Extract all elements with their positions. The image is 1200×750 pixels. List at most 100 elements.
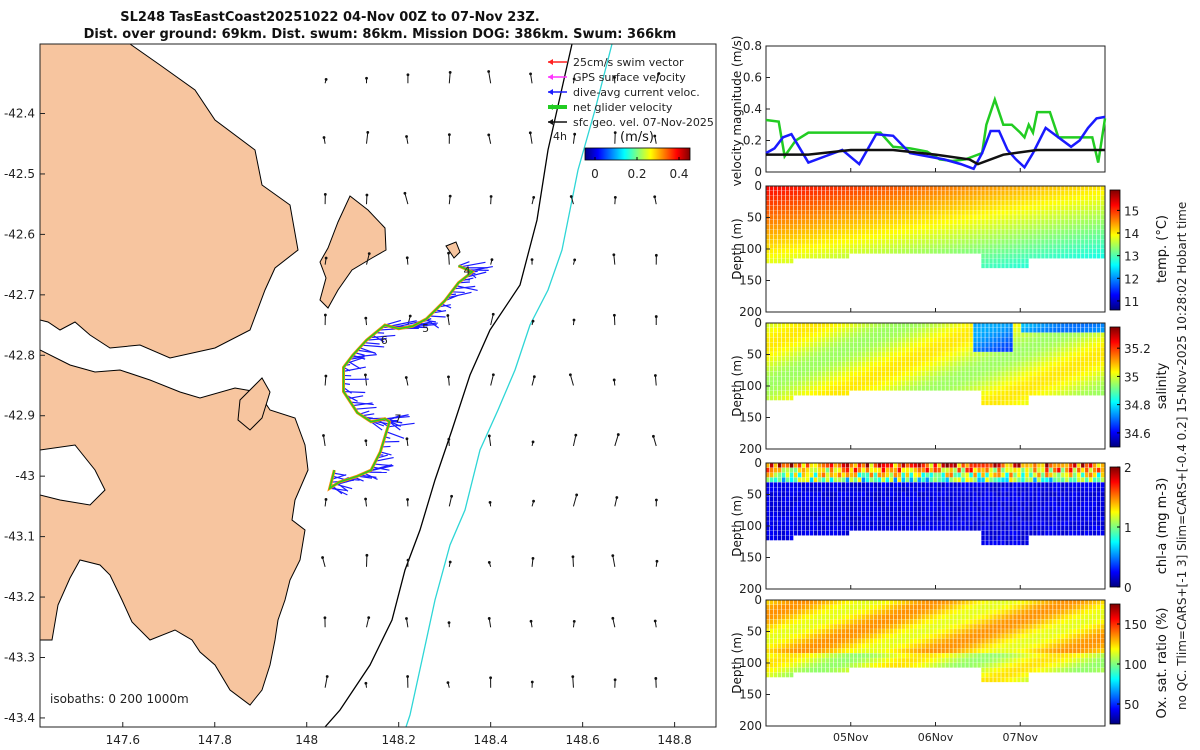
sfc-arrow-head xyxy=(487,70,491,73)
temperature-cell xyxy=(941,219,945,225)
chlorophyll-cell xyxy=(901,482,905,487)
temperature-cell xyxy=(769,195,774,201)
oxygen-cell xyxy=(921,633,925,639)
temperature-cell xyxy=(917,210,921,215)
colorbar-units: (m/s) xyxy=(620,130,654,145)
oxygen-cell xyxy=(893,648,898,654)
oxygen-cell xyxy=(773,609,778,615)
oxygen-cell xyxy=(893,633,898,639)
chlorophyll-cell xyxy=(977,501,981,507)
temperature-cell xyxy=(1069,195,1073,201)
temperature-cell xyxy=(901,239,905,244)
salinity-cell xyxy=(973,327,977,333)
salinity-cell xyxy=(793,390,798,396)
salinity-cell xyxy=(829,361,834,367)
sfc-arrow-head xyxy=(653,374,657,377)
salinity-cell xyxy=(1069,352,1073,357)
temperature-cell xyxy=(1045,215,1049,220)
chlorophyll-cell xyxy=(1033,530,1037,536)
temperature-cell xyxy=(825,205,830,210)
temperature-cell xyxy=(865,215,870,220)
salinity-cell xyxy=(997,371,1001,377)
oxygen-cell xyxy=(901,658,905,663)
salinity-cell xyxy=(925,366,929,372)
salinity-cell xyxy=(797,356,802,362)
temperature-cell xyxy=(1037,195,1041,201)
chlorophyll-cell xyxy=(961,492,965,497)
salinity-cell xyxy=(1013,395,1017,401)
temperature-cell xyxy=(897,234,902,240)
oxygen-cell xyxy=(929,653,933,658)
temperature-cell xyxy=(993,244,997,249)
chlorophyll-cell xyxy=(801,467,806,473)
chlorophyll-cell xyxy=(989,506,993,512)
chlorophyll-cell xyxy=(1073,487,1077,492)
salinity-cell xyxy=(1081,376,1085,381)
temperature-cell xyxy=(805,249,810,254)
oxygen-cell xyxy=(937,600,941,605)
chlorophyll-cell xyxy=(845,477,850,483)
salinity-cell xyxy=(797,352,802,357)
oxygen-cell xyxy=(885,663,890,668)
salinity-cell xyxy=(1041,342,1045,347)
temperature-cell xyxy=(1037,190,1041,196)
temperature-cell xyxy=(861,224,866,230)
temperature-cell xyxy=(993,258,997,264)
chlorophyll-cell xyxy=(861,463,866,468)
salinity-cell xyxy=(1041,390,1045,396)
oxygen-cell xyxy=(849,648,854,654)
oxygen-cell xyxy=(817,624,822,629)
temperature-cell xyxy=(1013,239,1017,244)
salinity-cell xyxy=(789,395,794,401)
temperature-cell xyxy=(1097,253,1101,259)
chlorophyll-cell xyxy=(973,516,977,521)
chlorophyll-cell xyxy=(853,463,858,468)
temperature-cell xyxy=(829,244,834,249)
salinity-cell xyxy=(1025,342,1029,347)
salinity-cell xyxy=(885,366,890,372)
temperature-cell xyxy=(849,219,854,225)
salinity-cell xyxy=(961,332,965,338)
temperature-cell xyxy=(973,195,977,201)
temperature-cell xyxy=(1001,215,1005,220)
salinity-cell xyxy=(1025,366,1029,372)
temperature-cell xyxy=(773,195,778,201)
salinity-cell xyxy=(1041,356,1045,362)
salinity-cell xyxy=(901,381,905,386)
temperature-cell xyxy=(933,215,937,220)
temperature-cell xyxy=(781,210,786,215)
salinity-cell xyxy=(1101,323,1105,328)
temperature-cell xyxy=(969,229,973,235)
temperature-cell xyxy=(825,190,830,196)
chlorophyll-cell xyxy=(861,521,866,526)
temperature-cell xyxy=(805,239,810,244)
chlorophyll-cell xyxy=(945,463,949,468)
chlorophyll-cell xyxy=(785,463,790,468)
chlorophyll-cell xyxy=(917,516,921,521)
chlorophyll-cell xyxy=(805,496,810,502)
temperature-cell xyxy=(1085,234,1089,240)
salinity-cell xyxy=(893,323,898,328)
temperature-cell xyxy=(777,219,782,225)
salinity-cell xyxy=(1097,347,1101,352)
chlorophyll-cell xyxy=(997,492,1001,497)
temperature-cell xyxy=(853,200,858,206)
chlorophyll-cell xyxy=(1077,487,1081,492)
salinity-cell xyxy=(1049,352,1053,357)
salinity-cell xyxy=(777,347,782,352)
chlorophyll-cell xyxy=(833,526,838,531)
temperature-cell xyxy=(833,190,838,196)
temperature-cell xyxy=(1057,244,1061,249)
temperature-cell xyxy=(769,200,774,206)
oxygen-cell xyxy=(877,653,882,658)
chlorophyll-cell xyxy=(769,467,774,473)
temperature-cell xyxy=(781,186,786,191)
salinity-cell xyxy=(1065,327,1069,333)
temperature-cell xyxy=(1081,244,1085,249)
chlorophyll-cell xyxy=(957,477,961,483)
oxygen-cell xyxy=(817,658,822,663)
chlorophyll-cell xyxy=(821,501,826,507)
temperature-cell xyxy=(837,249,842,254)
oxygen-cell xyxy=(929,638,933,644)
chlorophyll-cell xyxy=(769,482,774,487)
